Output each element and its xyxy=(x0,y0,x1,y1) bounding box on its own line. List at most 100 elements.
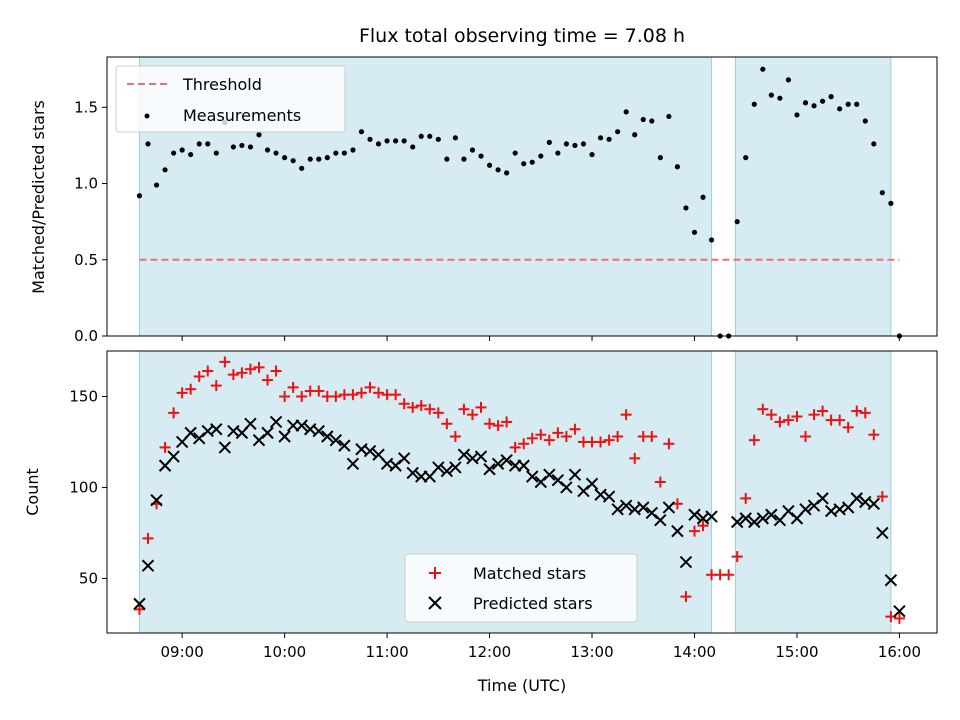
matched-stars-point xyxy=(347,389,359,401)
measurement-point xyxy=(649,118,655,124)
measurement-point xyxy=(230,144,236,150)
matched-stars-point xyxy=(484,418,496,430)
predicted-stars-point xyxy=(457,448,471,461)
measurement-point xyxy=(427,133,433,139)
measurement-point xyxy=(188,151,194,158)
measurement-point xyxy=(179,147,185,153)
predicted-stars-point xyxy=(210,423,223,436)
predicted-stars-point xyxy=(876,526,889,540)
matched-stars-point xyxy=(501,416,513,428)
count-x-axis-label: Time (UTC) xyxy=(477,676,566,695)
x-tick-label: 14:00 xyxy=(673,643,716,661)
measurement-point xyxy=(452,135,458,141)
measurement-point xyxy=(888,200,894,206)
matched-stars-point xyxy=(373,387,385,399)
measurement-point xyxy=(444,156,450,162)
measurement-point xyxy=(615,129,621,135)
measurement-point xyxy=(700,194,706,200)
measurement-point xyxy=(751,101,757,107)
predicted-stars-point xyxy=(816,492,829,505)
predicted-stars-point xyxy=(756,512,770,525)
count-panel-frame xyxy=(106,350,938,634)
measurement-point xyxy=(521,161,527,167)
y-tick-label: 0.5 xyxy=(74,251,98,269)
x-tick-label: 11:00 xyxy=(365,643,408,661)
predicted-stars-point xyxy=(184,426,197,440)
predicted-stars-point xyxy=(560,481,573,494)
predicted-stars-point xyxy=(619,499,633,512)
matched-stars-point xyxy=(603,434,615,446)
measurement-point xyxy=(828,94,834,100)
matched-stars-point xyxy=(654,476,666,488)
predicted-stars-point xyxy=(799,503,812,516)
matched-stars-point xyxy=(757,403,769,415)
predicted-stars-point xyxy=(730,515,744,529)
matched-stars-point xyxy=(859,407,871,419)
count-points xyxy=(133,356,906,624)
matched-stars-point xyxy=(612,431,624,443)
measurement-point xyxy=(802,100,809,106)
matched-stars-point xyxy=(817,405,829,417)
predicted-stars-point xyxy=(167,450,180,463)
predicted-stars-point xyxy=(474,450,488,463)
matched-stars-point xyxy=(808,409,820,421)
predicted-stars-point xyxy=(526,470,539,483)
matched-stars-point xyxy=(390,389,402,401)
matched-stars-point xyxy=(279,390,291,402)
matched-stars-point xyxy=(526,432,538,444)
predicted-stars-point xyxy=(346,457,360,471)
measurement-point xyxy=(282,155,288,161)
x-tick-label: 16:00 xyxy=(878,643,921,661)
measurement-point xyxy=(606,136,612,142)
legend-measurements-label: Measurements xyxy=(183,106,301,125)
matched-stars-point xyxy=(159,441,171,453)
predicted-stars-point xyxy=(867,497,881,511)
predicted-stars-point xyxy=(449,461,462,474)
ratio-y-axis-label: Matched/Predicted stars xyxy=(29,100,48,294)
predicted-stars-point xyxy=(602,490,616,503)
count-legend: Matched stars Predicted stars xyxy=(404,553,638,623)
matched-stars-point xyxy=(680,591,692,603)
measurement-point xyxy=(580,141,587,147)
matched-stars-point xyxy=(424,403,436,415)
predicted-stars-point xyxy=(748,515,761,529)
measurement-point xyxy=(632,132,638,138)
measurement-point xyxy=(734,219,740,225)
count-y-axis-label: Count xyxy=(23,468,42,516)
y-tick-label: 1.0 xyxy=(74,175,98,193)
matched-stars-point xyxy=(851,405,863,417)
measurement-point xyxy=(401,138,407,144)
matched-stars-point xyxy=(697,520,709,532)
measurement-point xyxy=(384,138,390,144)
matched-stars-point xyxy=(543,434,555,446)
measurement-point xyxy=(683,205,689,211)
matched-stars-point xyxy=(535,429,547,441)
matched-stars-point xyxy=(595,436,607,448)
measurement-point xyxy=(299,165,305,171)
matched-stars-point xyxy=(355,387,367,399)
measurement-point xyxy=(350,147,356,153)
measurement-point xyxy=(572,142,578,149)
predicted-stars-point xyxy=(329,433,343,447)
matched-stars-point xyxy=(185,383,197,395)
y-tick-label: 100 xyxy=(69,478,98,496)
matched-stars-point xyxy=(552,427,564,439)
matched-stars-point xyxy=(133,603,145,615)
predicted-stars-point xyxy=(321,430,334,443)
matched-stars-point xyxy=(876,491,888,503)
measurement-point xyxy=(239,142,245,149)
matched-stars-point xyxy=(244,363,256,375)
predicted-stars-point xyxy=(568,468,582,481)
matched-stars-point xyxy=(569,423,581,435)
legend-threshold-label: Threshold xyxy=(182,75,262,94)
predicted-stars-point xyxy=(688,508,701,521)
matched-stars-point xyxy=(731,551,743,563)
matched-stars-point xyxy=(620,409,632,421)
matched-stars-point xyxy=(210,380,222,392)
matched-stars-point xyxy=(893,612,905,624)
measurement-point xyxy=(819,98,826,104)
measurement-point xyxy=(410,144,416,150)
matched-stars-point xyxy=(765,409,777,421)
y-tick-label: 1.5 xyxy=(74,98,98,116)
matched-stars-point xyxy=(492,420,504,432)
